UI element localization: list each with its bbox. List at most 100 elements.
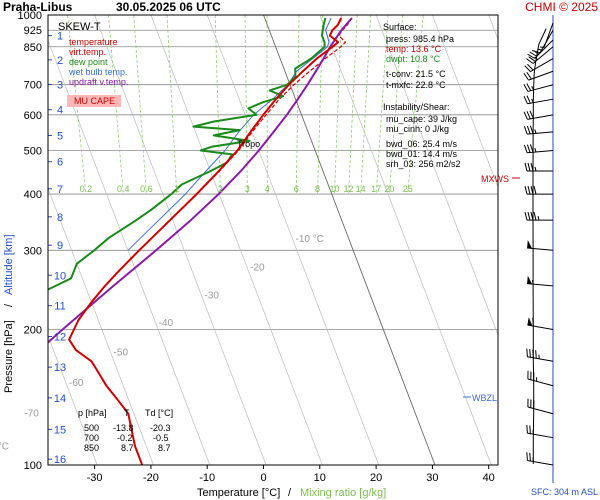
wind-barb-flag xyxy=(526,125,531,135)
mixing-ratio-label: 4 xyxy=(265,184,270,194)
wind-barb-flag xyxy=(526,348,528,357)
wind-barb xyxy=(524,185,553,195)
wind-barb-flag xyxy=(529,125,534,134)
mixing-ratio-label: 8 xyxy=(315,184,320,194)
isobar-lines xyxy=(48,15,498,465)
wind-barb-flag xyxy=(523,126,528,135)
wind-barb-flag xyxy=(529,51,537,57)
legend-item-updraft: updraft v.temp. xyxy=(69,77,128,87)
altitude-tick-label: 2 xyxy=(57,55,63,67)
table-cell: 8.7 xyxy=(158,443,171,453)
legend-item-virt: virt.temp. xyxy=(69,47,106,57)
wind-barb xyxy=(527,317,554,331)
isotherm-label: -20 xyxy=(250,262,265,273)
wind-barb-staff xyxy=(528,70,554,81)
isotherm-label: -50 xyxy=(114,347,129,358)
plot-frame xyxy=(47,14,499,466)
altitude-tick-label: 13 xyxy=(54,362,66,374)
x-tick-label: 40 xyxy=(483,472,495,484)
tropo-label: Tropo xyxy=(237,139,260,149)
altitude-tick-label: 11 xyxy=(54,301,65,313)
wind-barb-flag xyxy=(530,162,534,172)
isotherm-label: -70 xyxy=(24,409,39,420)
station-title: Praha-Libus xyxy=(3,0,73,14)
wind-barb xyxy=(531,29,554,54)
wind-barb xyxy=(527,398,554,415)
wind-barb-half-flag xyxy=(531,86,535,91)
wind-barb xyxy=(526,424,554,439)
surface-temp: temp: 13.6 °C xyxy=(386,44,442,54)
mixing-ratio-label: 0.2 xyxy=(80,184,93,194)
mu-cinh-value: mu_cinh: 0 J/kg xyxy=(386,124,449,134)
xlabel-separator: / xyxy=(288,487,292,499)
altitude-tick-label: 16 xyxy=(54,454,66,466)
isotherm-label: -60 xyxy=(69,378,84,389)
y-tick-label: 700 xyxy=(24,80,42,92)
wind-barb-half-flag xyxy=(531,280,534,285)
surface-info: Surface: press: 985.4 hPa temp: 13.6 °C … xyxy=(383,22,454,90)
wind-barb-flag xyxy=(528,56,536,62)
y-tick-label: 850 xyxy=(24,42,42,54)
mixing-ratio-label: 0.6 xyxy=(140,184,153,194)
wind-barb xyxy=(526,452,554,466)
credit: CHMI © 2025 xyxy=(525,0,598,14)
table-cell: -0.2 xyxy=(117,433,133,443)
x-tick-label: 10 xyxy=(314,472,326,484)
table-cell: -13.8 xyxy=(113,423,134,433)
chart-title: SKEW-T xyxy=(58,21,101,33)
altitude-tick-label: 14 xyxy=(54,393,66,405)
wind-barb-flag xyxy=(526,58,534,64)
altitude-tick-label: 7 xyxy=(57,184,63,196)
wind-barb xyxy=(526,348,554,362)
instability-info: Instability/Shear: mu_cape: 39 J/kg mu_c… xyxy=(383,102,461,169)
wind-barb-flag xyxy=(524,162,528,172)
wind-barb-half-flag xyxy=(534,166,537,172)
wind-barb-staff xyxy=(527,432,554,439)
wind-barb-flag xyxy=(530,185,534,195)
bwd06-value: bwd_06: 25.4 m/s xyxy=(386,139,458,149)
wind-barb-staff xyxy=(527,84,554,92)
mucape-box xyxy=(67,95,121,107)
wind-barb-half-flag xyxy=(534,56,538,61)
isotherm-line xyxy=(375,15,498,336)
altitude-tick-label: 9 xyxy=(57,240,63,252)
wind-barb-flag xyxy=(533,212,537,221)
wind-barb-flag xyxy=(529,144,534,153)
x-axis-title: Temperature [°C] / Mixing ratio [g/kg] xyxy=(197,487,386,499)
isotherm-line xyxy=(48,187,154,465)
altitude-tick-label: 10 xyxy=(54,270,66,282)
isotherm-label: -80 °C xyxy=(0,441,9,452)
series-line-temp xyxy=(68,17,343,465)
wind-barb-flag xyxy=(530,212,534,221)
wind-barb xyxy=(527,240,554,251)
y-tick-label: 100 xyxy=(24,460,42,472)
wind-barb-flag xyxy=(533,185,537,195)
surface-tconv: t-conv: 21.5 °C xyxy=(386,69,446,79)
isotherm-line xyxy=(263,15,436,465)
wind-barb xyxy=(523,110,554,120)
instability-title: Instability/Shear: xyxy=(383,102,450,112)
y-tick-label: 1000 xyxy=(18,10,42,22)
wind-barb-flag xyxy=(529,452,531,462)
altitude-tick-label: 6 xyxy=(57,157,63,169)
mixing-ratio-label: 12 xyxy=(344,184,354,194)
table-cell: 850 xyxy=(84,443,99,453)
isotherm-label: -30 xyxy=(205,291,220,302)
wind-barb-staff xyxy=(527,406,554,415)
sfc-height-label: SFC: 304 m ASL xyxy=(531,487,598,497)
legend-item-wet: wet bulb temp. xyxy=(68,67,128,77)
series-line-updraft xyxy=(48,17,353,344)
srh03-value: srh_03: 256 m2/s2 xyxy=(386,159,461,169)
wind-barb-flag xyxy=(532,317,534,327)
altitude-tick-label: 15 xyxy=(54,424,66,436)
wind-barb xyxy=(524,212,553,221)
wind-barb-half-flag xyxy=(534,147,537,153)
wind-barb-flag xyxy=(526,424,528,434)
wbzl-label: WBZL xyxy=(472,393,497,403)
wind-barb-staff xyxy=(527,459,554,466)
surface-press: press: 985.4 hPa xyxy=(386,34,454,44)
wind-barb xyxy=(527,275,554,287)
wind-barb-flag xyxy=(526,452,528,461)
